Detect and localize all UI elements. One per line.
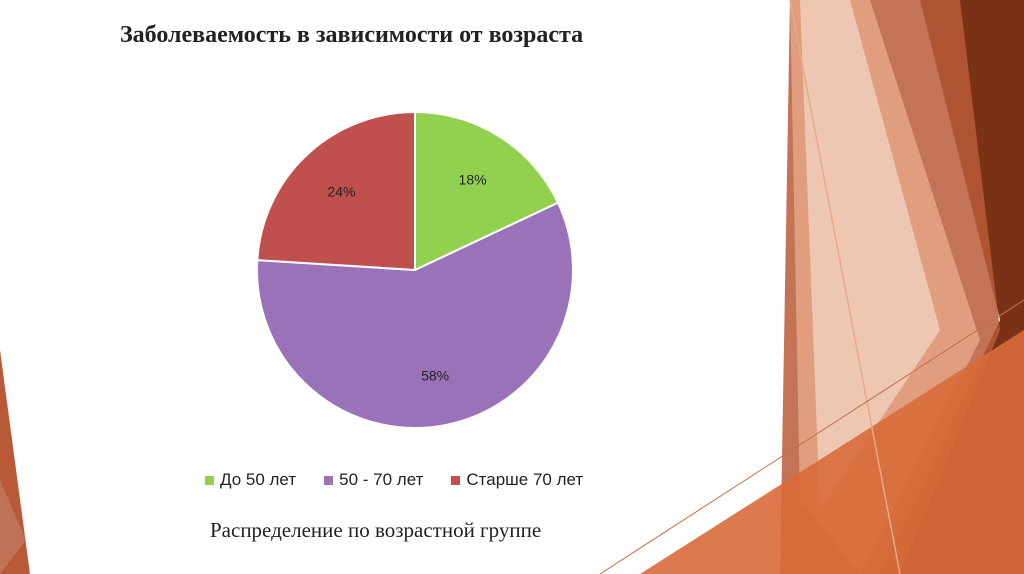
deco-shape-pale	[800, 0, 940, 510]
chart-legend: До 50 лет 50 - 70 лет Старше 70 лет	[205, 470, 645, 490]
pie-slice	[256, 110, 416, 272]
legend-swatch	[451, 475, 461, 485]
pie-slice	[414, 110, 560, 272]
chart-title: Заболеваемость в зависимости от возраста	[120, 22, 584, 48]
deco-left-shape-2	[0, 480, 26, 574]
pie-slice-label: 18%	[459, 171, 487, 187]
chart-caption: Распределение по возрастной группе	[210, 518, 542, 542]
pie-slice-label: 58%	[421, 368, 449, 384]
legend-item: Старше 70 лет	[451, 470, 583, 490]
deco-shape-orange	[640, 330, 1024, 574]
pie-slice-label: 24%	[327, 184, 355, 200]
legend-item: До 50 лет	[205, 470, 296, 490]
legend-swatch	[205, 475, 214, 485]
deco-line-1	[789, 0, 901, 574]
pie-slice	[256, 201, 574, 429]
legend-label: До 50 лет	[220, 470, 297, 489]
legend-swatch	[324, 475, 334, 485]
legend-label: Старше 70 лет	[466, 470, 584, 489]
legend-label: 50 - 70 лет	[339, 470, 424, 489]
legend-item: 50 - 70 лет	[324, 470, 423, 490]
deco-line-2	[599, 299, 1024, 574]
